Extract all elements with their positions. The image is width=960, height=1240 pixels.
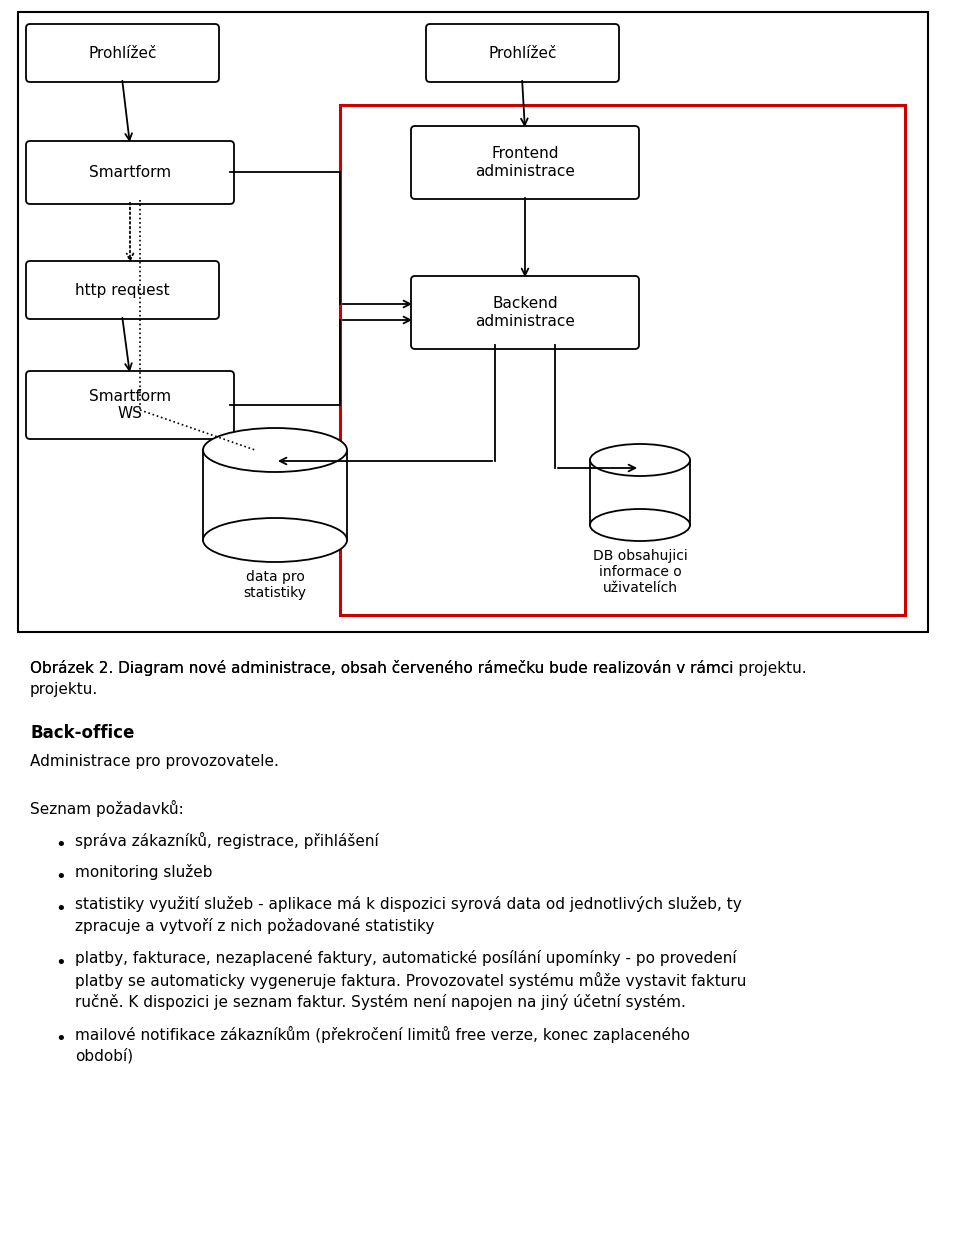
FancyBboxPatch shape [426,24,619,82]
Text: •: • [55,900,65,918]
Ellipse shape [590,508,690,541]
Text: Frontend
administrace: Frontend administrace [475,146,575,179]
Bar [203,450,347,539]
Text: Back-office: Back-office [30,724,134,742]
Text: Smartform
WS: Smartform WS [89,389,171,422]
FancyBboxPatch shape [411,126,639,198]
Text: správa zákazníků, registrace, přihlášení: správa zákazníků, registrace, přihlášení [75,832,379,849]
Text: statistiky využití služeb - aplikace má k dispozici syrová data od jednotlivých : statistiky využití služeb - aplikace má … [75,897,742,911]
Text: zpracuje a vytvoří z nich požadované statistiky: zpracuje a vytvoří z nich požadované sta… [75,918,434,934]
Bar [18,12,928,632]
Text: http request: http request [75,283,170,298]
Text: platby se automaticky vygeneruje faktura. Provozovatel systému může vystavit fak: platby se automaticky vygeneruje faktura… [75,972,746,990]
Text: Backend
administrace: Backend administrace [475,296,575,329]
Text: DB obsahujici
informace o
uživatelích: DB obsahujici informace o uživatelích [592,549,687,595]
Text: Administrace pro provozovatele.: Administrace pro provozovatele. [30,754,278,769]
Text: monitoring služeb: monitoring služeb [75,864,212,880]
FancyBboxPatch shape [26,371,234,439]
Bar [590,460,690,525]
Text: platby, fakturace, nezaplacené faktury, automatické posílání upomínky - po prove: platby, fakturace, nezaplacené faktury, … [75,950,736,966]
Text: •: • [55,836,65,854]
Text: •: • [55,954,65,972]
Text: Seznam požadavků:: Seznam požadavků: [30,800,183,817]
Text: projektu.: projektu. [30,682,98,697]
Text: Obrázek 2. Diagram nové administrace, obsah červeného rámečku bude realizován v : Obrázek 2. Diagram nové administrace, ob… [30,660,733,676]
Text: Prohlížeč: Prohlížeč [88,46,156,61]
Text: •: • [55,1030,65,1048]
Text: Smartform: Smartform [89,165,171,180]
Text: Obrázek 2. Diagram nové administrace, obsah červeného rámečku bude realizován v : Obrázek 2. Diagram nové administrace, ob… [30,660,806,676]
FancyBboxPatch shape [26,24,219,82]
Ellipse shape [203,518,347,562]
Ellipse shape [203,428,347,472]
FancyBboxPatch shape [411,277,639,348]
Bar [340,105,905,615]
Text: data pro
statistiky: data pro statistiky [244,570,306,600]
Text: mailové notifikace zákazníkům (překročení limitů free verze, konec zaplaceného: mailové notifikace zákazníkům (překročen… [75,1025,690,1043]
Text: Prohlížeč: Prohlížeč [489,46,557,61]
Text: •: • [55,868,65,887]
Ellipse shape [590,444,690,476]
Text: ručně. K dispozici je seznam faktur. Systém není napojen na jiný účetní systém.: ručně. K dispozici je seznam faktur. Sys… [75,994,685,1011]
FancyBboxPatch shape [26,260,219,319]
FancyBboxPatch shape [26,141,234,205]
Text: období): období) [75,1048,133,1064]
